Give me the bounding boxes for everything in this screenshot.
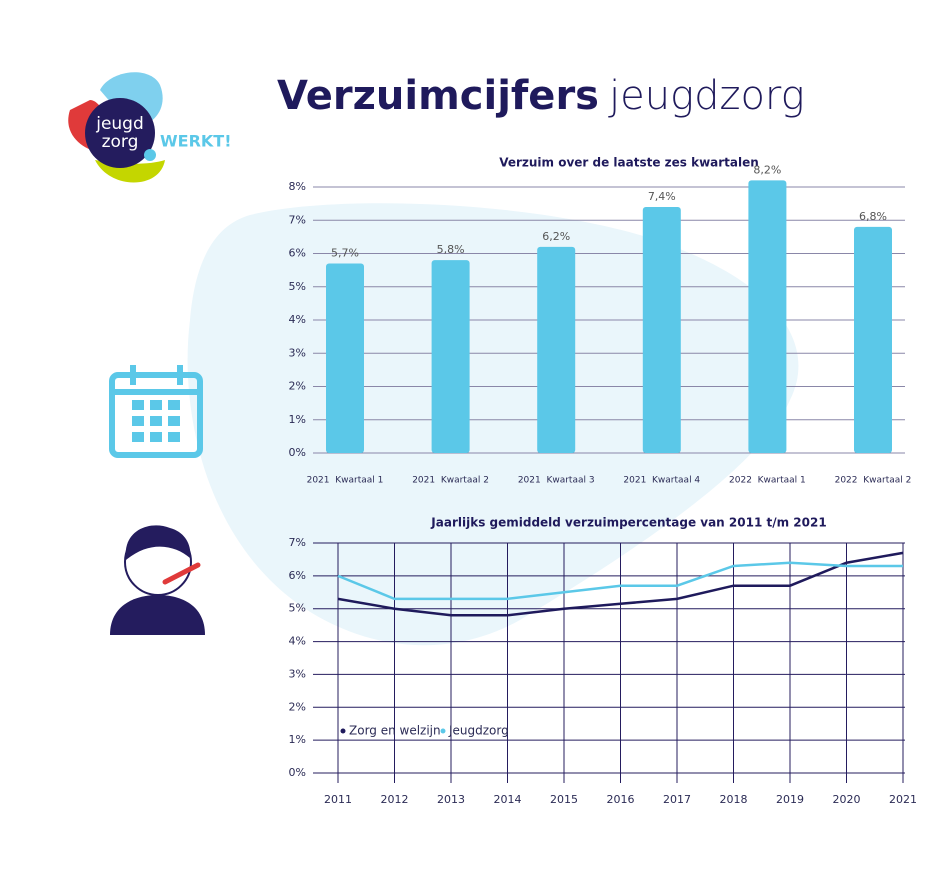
logo-text: zorg [102,132,139,152]
chart-title: Verzuim over de laatste zes kwartalen [499,156,759,170]
y-tick-label: 5% [289,280,306,293]
y-tick-label: 4% [289,635,306,648]
bar [748,180,787,453]
logo: jeugd zorg WERKT! [68,72,232,183]
bar [642,206,681,453]
legend-marker [340,728,346,734]
value-label: 7,4% [648,190,676,203]
y-tick-label: 6% [289,247,306,260]
y-tick-label: 0% [289,766,306,779]
legend-label: Jeugdzorg [448,724,509,738]
y-tick-label: 0% [289,446,306,459]
x-tick-label: 2020 [833,793,861,806]
sick-person-icon [110,525,205,635]
x-tick-label: 2021 Kwartaal 3 [518,476,595,486]
y-tick-label: 8% [289,180,306,193]
y-tick-label: 6% [289,569,306,582]
x-tick-label: 2017 [663,793,691,806]
bar [537,246,576,453]
x-tick-label: 2014 [494,793,522,806]
line-series [337,551,904,617]
value-label: 5,7% [331,246,359,259]
x-tick-label: 2015 [550,793,578,806]
y-tick-label: 7% [289,213,306,226]
y-tick-label: 3% [289,667,306,680]
logo-tag: WERKT! [160,132,232,151]
line-series [337,561,903,601]
value-label: 6,2% [542,230,570,243]
x-tick-label: 2018 [720,793,748,806]
value-label: 6,8% [859,210,887,223]
title-light: jeugdzorg [608,73,805,119]
x-tick-label: 2021 Kwartaal 1 [307,476,384,486]
y-tick-label: 2% [289,380,306,393]
value-label: 8,2% [753,163,781,176]
legend-marker [440,728,446,734]
x-tick-label: 2022 Kwartaal 1 [729,476,806,486]
page-title: Verzuimcijfers jeugdzorg [277,73,805,119]
y-tick-label: 7% [289,536,306,549]
y-tick-label: 1% [289,733,306,746]
bar [326,263,364,453]
y-tick-label: 2% [289,700,306,713]
x-tick-label: 2021 [889,793,917,806]
background-shape [187,203,799,646]
chart-title: Jaarlijks gemiddeld verzuimpercentage va… [430,516,826,530]
y-tick-label: 5% [289,602,306,615]
logo-text: jeugd [95,114,144,134]
x-tick-label: 2022 Kwartaal 2 [835,476,912,486]
value-label: 5,8% [437,243,465,256]
bar [431,260,470,453]
y-tick-label: 1% [289,413,306,426]
legend-label: Zorg en welzijn [349,724,441,738]
x-tick-label: 2013 [437,793,465,806]
y-tick-label: 3% [289,346,306,359]
bar [854,226,892,453]
y-tick-label: 4% [289,313,306,326]
x-tick-label: 2016 [607,793,635,806]
x-tick-label: 2011 [324,793,352,806]
x-tick-label: 2012 [381,793,409,806]
title-bold: Verzuimcijfers [277,73,599,119]
x-tick-label: 2021 Kwartaal 4 [623,476,700,486]
x-tick-label: 2019 [776,793,804,806]
calendar-icon [109,365,203,458]
x-tick-label: 2021 Kwartaal 2 [412,476,489,486]
